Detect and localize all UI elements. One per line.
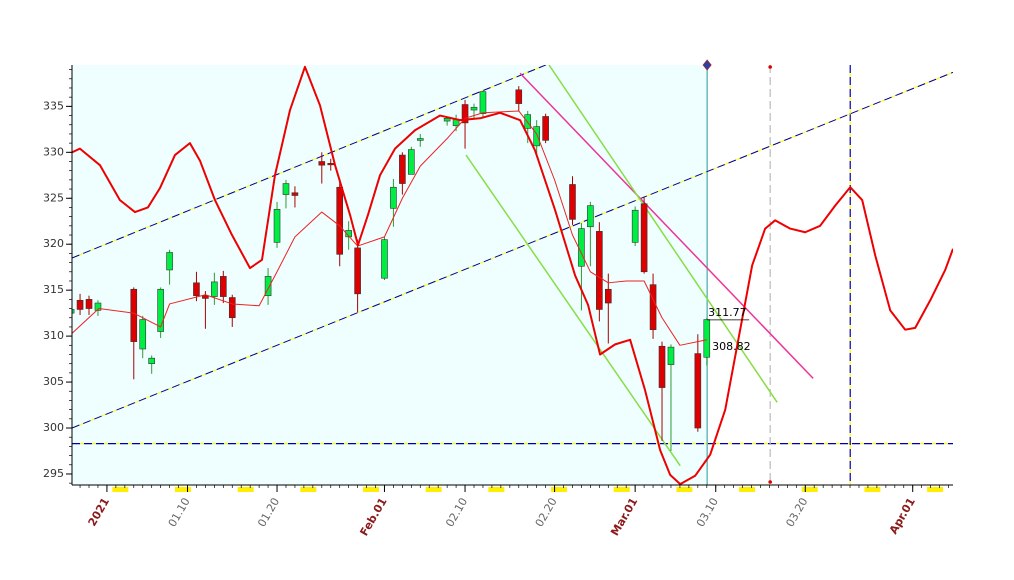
y-tick-label: 305 bbox=[43, 375, 64, 388]
overlay-line bbox=[72, 110, 707, 346]
weekend-marker bbox=[112, 487, 129, 492]
plot bbox=[72, 65, 953, 485]
y-tick-label: 335 bbox=[43, 99, 64, 112]
y-tick-label: 320 bbox=[43, 237, 64, 250]
candle-body bbox=[273, 208, 281, 243]
candle-body bbox=[85, 299, 93, 309]
candle-body bbox=[515, 89, 523, 104]
candle-body bbox=[264, 276, 272, 296]
weekend-marker bbox=[300, 487, 317, 492]
price-label: 311.77 bbox=[708, 306, 747, 319]
weekend-marker bbox=[739, 487, 756, 492]
x-tick-label: 2021 bbox=[86, 496, 113, 529]
candle-body bbox=[291, 192, 299, 196]
candle-body bbox=[202, 295, 209, 299]
overlay-line bbox=[72, 65, 548, 259]
overlay-line bbox=[72, 65, 953, 485]
candle-body bbox=[649, 284, 657, 330]
now-marker bbox=[702, 59, 712, 71]
overlay-line bbox=[465, 154, 681, 467]
y-tick-label: 330 bbox=[43, 145, 64, 158]
weekend-marker bbox=[613, 487, 630, 492]
weekend-marker bbox=[864, 487, 881, 492]
candle-body bbox=[399, 154, 406, 184]
marker-dot bbox=[768, 65, 772, 69]
candle-body bbox=[703, 319, 711, 358]
candle-body bbox=[587, 205, 594, 228]
candle-body bbox=[166, 252, 173, 271]
candle-body bbox=[443, 118, 451, 122]
candle-body bbox=[318, 161, 326, 166]
candle-body bbox=[390, 186, 397, 209]
candle-body bbox=[667, 346, 675, 365]
x-tick-label: 02.10 bbox=[443, 496, 470, 530]
candle-body bbox=[345, 230, 352, 238]
candle-body bbox=[596, 231, 603, 310]
overlay-line bbox=[548, 65, 778, 403]
y-tick-label: 315 bbox=[43, 283, 64, 296]
plot-background bbox=[72, 65, 708, 485]
candle-body bbox=[408, 149, 415, 175]
candle-body bbox=[220, 276, 227, 297]
weekend-marker bbox=[425, 487, 442, 492]
x-tick-label: 01.20 bbox=[255, 496, 282, 530]
candle-body bbox=[282, 183, 290, 195]
y-tick-label: 295 bbox=[43, 467, 64, 480]
weekend-marker bbox=[488, 487, 505, 492]
marker-dot bbox=[768, 480, 772, 484]
candle-body bbox=[381, 239, 388, 279]
candle-body bbox=[658, 345, 666, 388]
candle-body bbox=[354, 247, 361, 295]
x-tick-label: 02.20 bbox=[533, 496, 560, 530]
weekend-marker bbox=[551, 487, 568, 492]
candle-body bbox=[211, 281, 218, 297]
overlay-line-accent bbox=[72, 65, 548, 259]
candle-body bbox=[76, 299, 84, 310]
x-tick-label: Mar.01 bbox=[608, 496, 640, 539]
overlay-line bbox=[72, 71, 953, 429]
candle-body bbox=[94, 302, 102, 311]
candle-body bbox=[228, 297, 236, 319]
x-tick-label: 01.10 bbox=[166, 496, 193, 530]
x-tick-label: Apr.01 bbox=[887, 496, 918, 537]
weekend-marker bbox=[363, 487, 380, 492]
x-tick-label: 03.10 bbox=[694, 496, 721, 530]
candle-body bbox=[542, 116, 549, 141]
candle-body bbox=[569, 184, 576, 220]
candle-body bbox=[470, 106, 478, 111]
candle-body bbox=[604, 288, 612, 304]
candle-body bbox=[640, 203, 648, 273]
candle-body bbox=[461, 104, 469, 124]
weekend-marker bbox=[676, 487, 693, 492]
weekend-marker bbox=[175, 487, 192, 492]
candle-body bbox=[533, 126, 540, 147]
candle-body bbox=[148, 357, 155, 364]
candle-body bbox=[193, 282, 200, 296]
candle-body bbox=[578, 228, 585, 267]
candle-body bbox=[139, 319, 147, 350]
x-tick-label: Feb.01 bbox=[357, 496, 389, 539]
candle-body bbox=[130, 288, 138, 342]
y-tick-label: 310 bbox=[43, 329, 64, 342]
candle-body bbox=[336, 186, 344, 255]
candle-body bbox=[694, 353, 702, 429]
candle-body bbox=[72, 309, 75, 314]
weekend-marker bbox=[237, 487, 254, 492]
price-label: 308.82 bbox=[712, 340, 751, 353]
candle-body bbox=[479, 91, 487, 115]
x-tick-label: 03.20 bbox=[783, 496, 810, 530]
overlay-line bbox=[519, 72, 814, 379]
candle-body bbox=[327, 163, 335, 166]
candle-body bbox=[524, 114, 532, 129]
y-tick-label: 325 bbox=[43, 191, 64, 204]
weekend-marker bbox=[927, 487, 944, 492]
candle-body bbox=[631, 209, 639, 243]
candle-body bbox=[416, 138, 424, 141]
weekend-marker bbox=[801, 487, 818, 492]
y-tick-label: 300 bbox=[43, 421, 64, 434]
candle-body bbox=[157, 288, 164, 332]
overlay-line-accent bbox=[72, 71, 953, 429]
